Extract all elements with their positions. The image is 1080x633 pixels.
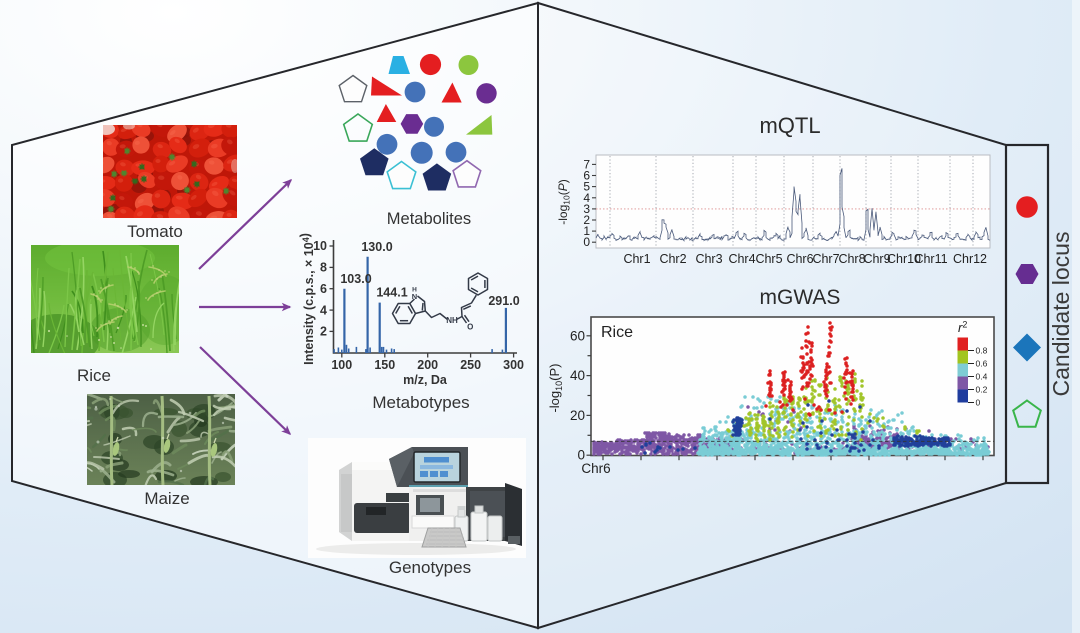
- svg-text:Metabotypes: Metabotypes: [372, 393, 469, 412]
- svg-text:0: 0: [583, 235, 590, 249]
- svg-text:2: 2: [320, 325, 327, 339]
- svg-text:mGWAS: mGWAS: [760, 286, 841, 309]
- svg-text:8: 8: [320, 261, 327, 275]
- svg-text:3: 3: [583, 202, 590, 216]
- svg-text:291.0: 291.0: [488, 294, 519, 308]
- svg-text:Metabolites: Metabolites: [387, 210, 471, 228]
- svg-text:6: 6: [583, 169, 590, 183]
- svg-text:60: 60: [570, 328, 585, 343]
- svg-text:Chr2: Chr2: [659, 252, 686, 266]
- svg-text:-log10(P): -log10(P): [556, 179, 572, 225]
- svg-text:Chr1: Chr1: [623, 252, 650, 266]
- svg-text:Rice: Rice: [601, 324, 633, 341]
- svg-text:r2: r2: [958, 320, 967, 336]
- svg-text:Chr4: Chr4: [728, 252, 755, 266]
- svg-text:Maize: Maize: [144, 489, 189, 508]
- svg-text:O: O: [467, 323, 473, 332]
- svg-text:Candidate locus: Candidate locus: [1048, 232, 1074, 397]
- svg-text:7: 7: [583, 157, 590, 171]
- svg-text:100: 100: [331, 358, 352, 372]
- svg-text:Tomato: Tomato: [127, 222, 183, 241]
- svg-text:Chr10: Chr10: [887, 252, 921, 266]
- svg-text:Chr8: Chr8: [838, 252, 865, 266]
- svg-text:Chr7: Chr7: [812, 252, 839, 266]
- svg-text:150: 150: [374, 358, 395, 372]
- svg-text:Chr9: Chr9: [863, 252, 890, 266]
- svg-text:Genotypes: Genotypes: [389, 558, 471, 577]
- svg-text:NH: NH: [446, 316, 458, 325]
- svg-text:Intensity (c.p.s., × 104): Intensity (c.p.s., × 104): [298, 233, 316, 365]
- svg-text:mQTL: mQTL: [759, 113, 820, 138]
- svg-text:2: 2: [583, 213, 590, 227]
- svg-text:6: 6: [320, 282, 327, 296]
- svg-text:Rice: Rice: [77, 366, 111, 385]
- svg-text:Chr12: Chr12: [953, 252, 987, 266]
- svg-text:10: 10: [313, 239, 327, 253]
- svg-text:0: 0: [976, 398, 981, 408]
- svg-text:0.8: 0.8: [976, 346, 988, 356]
- svg-text:N: N: [412, 292, 417, 301]
- svg-text:20: 20: [570, 408, 585, 423]
- svg-text:Chr5: Chr5: [755, 252, 782, 266]
- svg-text:m/z, Da: m/z, Da: [403, 373, 448, 387]
- svg-text:250: 250: [460, 358, 481, 372]
- svg-text:4: 4: [320, 303, 327, 317]
- svg-text:40: 40: [570, 368, 585, 383]
- svg-text:0.2: 0.2: [976, 385, 988, 395]
- svg-text:0: 0: [577, 448, 585, 463]
- svg-text:200: 200: [417, 358, 438, 372]
- svg-text:Chr11: Chr11: [914, 252, 947, 266]
- svg-text:Chr6: Chr6: [581, 461, 610, 476]
- svg-text:5: 5: [583, 180, 590, 194]
- svg-text:Chr6: Chr6: [786, 252, 813, 266]
- svg-text:-log10(P): -log10(P): [547, 363, 564, 412]
- svg-text:0.6: 0.6: [976, 359, 988, 369]
- svg-text:4: 4: [583, 191, 590, 205]
- svg-text:103.0: 103.0: [340, 272, 371, 286]
- svg-text:130.0: 130.0: [361, 240, 392, 254]
- svg-text:0.4: 0.4: [976, 372, 988, 382]
- svg-text:300: 300: [503, 358, 524, 372]
- svg-text:144.1: 144.1: [376, 286, 407, 300]
- svg-text:Chr3: Chr3: [695, 252, 722, 266]
- svg-text:H: H: [412, 287, 417, 294]
- svg-text:1: 1: [583, 224, 590, 238]
